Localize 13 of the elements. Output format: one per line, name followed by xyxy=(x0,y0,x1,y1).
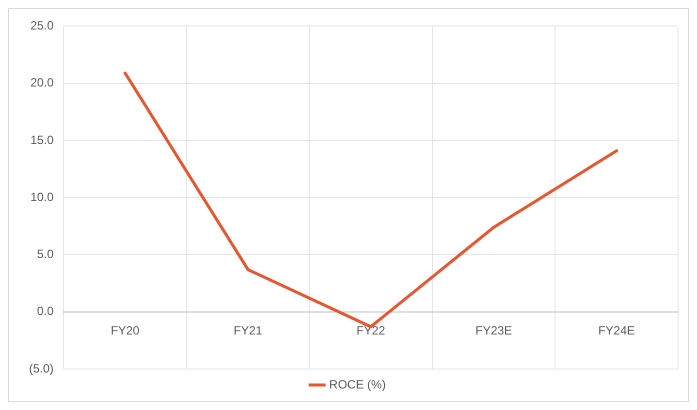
y-tick-label: (5.0) xyxy=(28,361,54,376)
y-tick-label: 10.0 xyxy=(30,190,54,204)
y-tick-label: 0.0 xyxy=(36,304,54,318)
legend-label: ROCE (%) xyxy=(329,377,386,392)
y-tick-label: 20.0 xyxy=(30,76,54,90)
x-tick-label: FY23E xyxy=(475,323,512,338)
y-tick-label: 25.0 xyxy=(30,18,54,33)
x-tick-label: FY22 xyxy=(356,323,386,338)
y-tick-label: 5.0 xyxy=(36,247,54,262)
x-tick-label: FY24E xyxy=(598,323,635,338)
x-tick-label: FY20 xyxy=(110,323,140,338)
x-tick-label: FY21 xyxy=(234,323,263,338)
y-tick-label: 15.0 xyxy=(30,132,54,147)
